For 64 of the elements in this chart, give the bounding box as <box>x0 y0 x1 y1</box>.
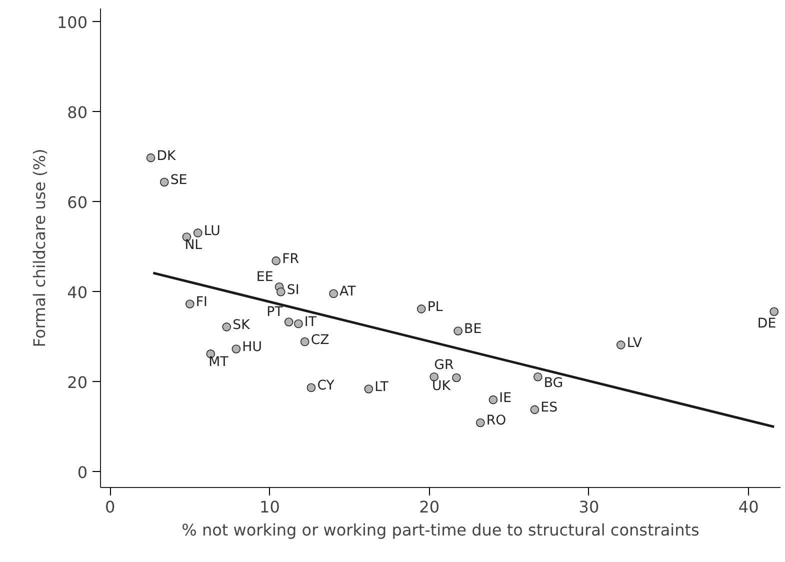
annotation: NL <box>184 238 203 253</box>
x-tick-label: 0 <box>104 498 116 516</box>
y-tick-label: 100 <box>56 12 88 32</box>
annotation: IE <box>499 390 512 406</box>
annotation: SI <box>286 282 300 298</box>
annotation: UK <box>432 378 452 394</box>
annotation: LV <box>626 336 642 351</box>
annotation: GR <box>434 358 454 373</box>
annotation: PL <box>427 300 444 315</box>
annotation: LT <box>374 380 390 395</box>
point <box>294 319 303 328</box>
annotation: SK <box>232 318 252 333</box>
point <box>430 372 439 382</box>
point <box>232 344 241 354</box>
annotation: FR <box>282 252 300 267</box>
annotation: CY <box>317 378 336 394</box>
point <box>488 395 498 404</box>
annotation: DE <box>757 316 776 332</box>
point <box>193 228 202 238</box>
point <box>452 373 461 382</box>
point <box>770 307 779 316</box>
x-tick-label: 10 <box>260 498 280 516</box>
x-tick-label: 40 <box>738 498 759 516</box>
point <box>364 384 374 394</box>
y-tick-label: 0 <box>77 462 88 482</box>
y-axis-title: Formal childcare use (%) <box>30 148 49 348</box>
point <box>616 340 626 350</box>
annotation: EE <box>256 270 274 285</box>
point <box>476 418 485 428</box>
point <box>533 372 542 382</box>
point <box>329 289 338 298</box>
y-tick-label: 40 <box>67 282 88 302</box>
x-tick-label: 20 <box>419 498 440 516</box>
point <box>272 256 280 266</box>
annotation: LU <box>204 224 220 239</box>
point <box>185 300 194 308</box>
annotation: HU <box>242 340 262 355</box>
y-tick-label: 60 <box>67 192 88 212</box>
x-axis-title: % not working or working part-time due to structural constraints <box>182 520 700 540</box>
point <box>276 287 286 296</box>
point <box>530 405 540 414</box>
annotation: DK <box>156 148 178 164</box>
annotation: ES <box>540 400 558 416</box>
point <box>160 178 169 186</box>
point <box>454 326 462 336</box>
annotation: SE <box>170 173 188 188</box>
annotation: IT <box>304 314 318 330</box>
annotation: RO <box>486 414 506 429</box>
annotation: AT <box>340 284 357 300</box>
point <box>146 153 156 162</box>
annotation: BE <box>464 322 482 337</box>
x-tick-label: 30 <box>578 498 600 516</box>
annotation: PT <box>266 304 284 320</box>
y-tick-label: 20 <box>67 372 88 392</box>
annotation: CZ <box>310 332 330 348</box>
point <box>306 383 316 392</box>
y-tick-label: 80 <box>67 102 88 122</box>
point <box>416 304 426 314</box>
point <box>300 337 310 346</box>
annotation: BG <box>544 376 564 391</box>
point <box>222 322 232 332</box>
annotation: MT <box>208 354 230 370</box>
point <box>284 318 294 326</box>
annotation: FI <box>196 294 208 310</box>
